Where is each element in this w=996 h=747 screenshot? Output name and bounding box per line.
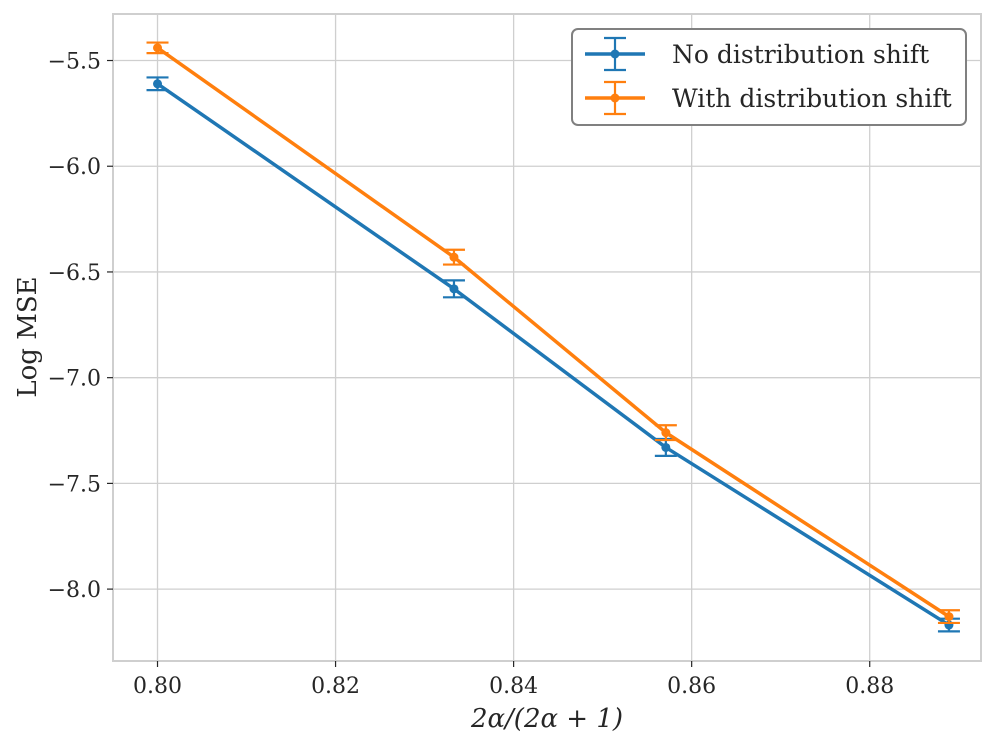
x-tick-label: 0.88: [845, 674, 894, 699]
series: [146, 41, 960, 633]
y-tick-label: −8.0: [48, 578, 101, 603]
legend-marker: [610, 49, 620, 59]
x-tick-label: 0.82: [311, 674, 360, 699]
data-point: [153, 79, 163, 89]
data-point: [944, 612, 954, 622]
legend-box: [571, 28, 967, 126]
series-line: [156, 46, 950, 619]
x-axis-label-text: 2α/(2α + 1): [470, 704, 623, 734]
data-point: [449, 252, 459, 262]
legend: No distribution shift With distribution s…: [571, 28, 967, 126]
legend-marker: [610, 93, 620, 103]
series-line: [156, 82, 950, 627]
ticks: 0.80 0.82 0.84 0.86 0.88 −5.5 −6.0 −6.5 −7.0 −7.5…: [48, 50, 895, 699]
data-point: [661, 442, 671, 452]
y-tick-label: −7.5: [48, 472, 101, 497]
series-with-shift: [146, 41, 960, 625]
x-axis-label: 2α/(2α + 1): [470, 704, 623, 734]
legend-entry: No distribution shift: [585, 36, 929, 72]
data-point: [153, 43, 163, 53]
x-tick-label: 0.84: [489, 674, 538, 699]
data-point: [661, 428, 671, 438]
series-no-shift: [146, 76, 960, 633]
legend-label: No distribution shift: [672, 40, 929, 69]
x-tick-label: 0.86: [667, 674, 716, 699]
y-tick-label: −7.0: [48, 367, 101, 392]
y-axis-label: Log MSE: [13, 276, 43, 397]
grid: [113, 14, 981, 661]
y-tick-label: −6.0: [48, 155, 101, 180]
y-tick-label: −5.5: [48, 50, 101, 75]
data-point: [449, 284, 459, 294]
legend-entry: With distribution shift: [585, 80, 952, 116]
plot-frame: [112, 13, 982, 662]
y-tick-label: −6.5: [48, 261, 101, 286]
legend-label: With distribution shift: [672, 84, 952, 113]
x-tick-label: 0.80: [133, 674, 182, 699]
